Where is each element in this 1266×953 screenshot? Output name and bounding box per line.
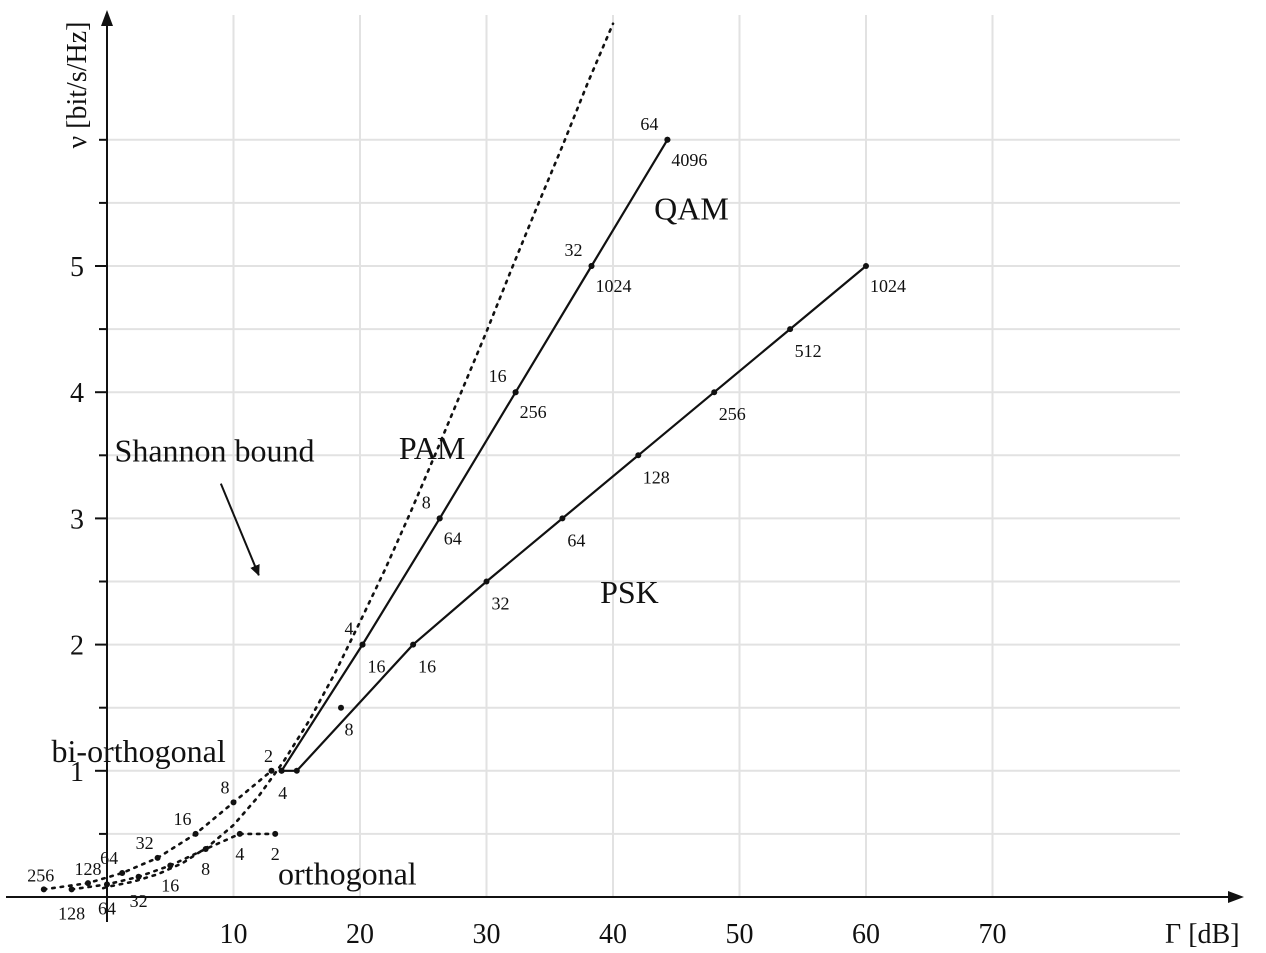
annotation-pam: PAM	[399, 430, 465, 466]
y-tick-label-4: 4	[70, 378, 84, 409]
bi-orthogonal-point-3	[154, 854, 161, 861]
bi-orthogonal-point-label-6: 256	[27, 865, 54, 885]
qam-point-label-4: 1024	[595, 276, 631, 296]
bi-orthogonal-point-2	[192, 830, 199, 837]
orthogonal-point-4	[135, 873, 142, 880]
x-axis-label: Γ [dB]	[1165, 919, 1240, 950]
orthogonal-point-5	[104, 881, 110, 888]
annotation-bi-orthogonal: bi-orthogonal	[52, 733, 226, 769]
qam-point-label-0: 8	[345, 720, 354, 740]
data-points	[40, 136, 869, 893]
y-tick-label-5: 5	[70, 252, 84, 283]
x-tick-label-10: 10	[220, 919, 248, 950]
psk-point-0	[278, 767, 285, 774]
bi-orthogonal-point-4	[119, 870, 126, 876]
x-tick-label-60: 60	[852, 919, 880, 950]
bi-orthogonal-point-5	[85, 880, 91, 887]
bi-orthogonal-point-1	[230, 799, 237, 806]
labels: 4816326481664256102440964163264128256512…	[27, 114, 906, 924]
y-axis-arrow	[101, 10, 113, 26]
pam-line	[280, 139, 669, 772]
psk-point-label-1: 4	[278, 783, 287, 803]
qam-point-1	[359, 641, 366, 648]
psk-point-3	[483, 578, 490, 585]
annotation-arrow-shannon-bound	[219, 483, 260, 577]
psk-point-label-4: 64	[567, 530, 585, 550]
orthogonal-point-1	[236, 830, 243, 837]
orthogonal-point-6	[68, 886, 75, 893]
qam-point-label-5: 4096	[671, 150, 707, 170]
psk-point-8	[863, 263, 869, 269]
psk-point-7	[787, 326, 794, 333]
qam-point-4	[588, 263, 595, 269]
orthogonal-point-label-1: 4	[235, 844, 244, 864]
orthogonal-point-3	[167, 862, 174, 869]
x-tick-label-50: 50	[726, 919, 754, 950]
psk-point-label-5: 128	[643, 467, 670, 487]
psk-point-5	[635, 452, 642, 459]
orthogonal-point-label-5: 64	[98, 898, 116, 918]
y-tick-label-2: 2	[70, 631, 84, 662]
orthogonal-point-label-0: 2	[271, 844, 280, 864]
psk-point-label-7: 512	[795, 341, 822, 361]
annotation-shannon-bound: Shannon bound	[115, 433, 315, 469]
shannon-bound-curve	[101, 22, 615, 890]
pam-point-label-1: 4	[345, 619, 354, 639]
psk-point-label-2: 16	[418, 657, 436, 677]
psk-point-2	[410, 641, 417, 648]
orthogonal-point-label-4: 32	[130, 891, 148, 911]
psk-point-1	[293, 767, 300, 774]
bi-orthogonal-point-label-1: 8	[221, 777, 230, 797]
bi-orthogonal-point-label-5: 128	[75, 859, 102, 879]
bi-orthogonal-point-6	[40, 886, 47, 893]
annotation-psk: PSK	[600, 574, 659, 610]
bi-orthogonal-point-0	[268, 767, 275, 774]
pam-point-label-5: 64	[640, 114, 658, 134]
psk-point-6	[711, 389, 718, 396]
qam-point-0	[338, 704, 344, 711]
psk-point-label-3: 32	[492, 594, 510, 614]
orthogonal-point-label-6: 128	[58, 903, 85, 923]
grid	[107, 15, 1180, 897]
x-tick-label-20: 20	[346, 919, 374, 950]
orthogonal-point-2	[202, 846, 209, 852]
bi-orthogonal-point-label-4: 64	[100, 848, 118, 868]
x-tick-label-70: 70	[979, 919, 1007, 950]
x-axis-arrow	[1228, 891, 1244, 903]
qam-point-label-2: 64	[444, 528, 462, 548]
qam-point-label-3: 256	[520, 402, 547, 422]
qam-point-5	[664, 136, 671, 143]
axes: 10 20 30 40 50 60 70 1 2 3 4 5 Γ [dB] ν [bit/s/Hz]	[6, 10, 1244, 950]
y-tick-label-3: 3	[70, 504, 84, 535]
pam-point-label-2: 8	[422, 492, 431, 512]
pam-point-label-3: 16	[489, 366, 507, 386]
annotation-qam: QAM	[654, 190, 729, 226]
bi-orthogonal-point-label-2: 16	[174, 809, 192, 829]
orthogonal-point-0	[272, 830, 279, 837]
pam-point-label-4: 32	[564, 240, 582, 260]
annotation-orthogonal: orthogonal	[278, 855, 417, 891]
orthogonal-point-label-2: 8	[201, 859, 210, 879]
orthogonal-point-label-3: 16	[161, 875, 179, 895]
x-tick-label-30: 30	[473, 919, 501, 950]
y-tick-label-1: 1	[70, 757, 84, 788]
x-tick-label-40: 40	[599, 919, 627, 950]
bi-orthogonal-point-label-3: 32	[136, 833, 154, 853]
psk-point-4	[559, 515, 566, 522]
psk-point-label-6: 256	[719, 404, 746, 424]
qam-point-label-1: 16	[368, 657, 386, 677]
qam-point-2	[436, 515, 443, 522]
bi-orthogonal-point-label-0: 2	[264, 746, 273, 766]
psk-point-label-8: 1024	[870, 276, 906, 296]
y-axis-label: ν [bit/s/Hz]	[62, 22, 93, 149]
qam-point-3	[512, 389, 519, 396]
